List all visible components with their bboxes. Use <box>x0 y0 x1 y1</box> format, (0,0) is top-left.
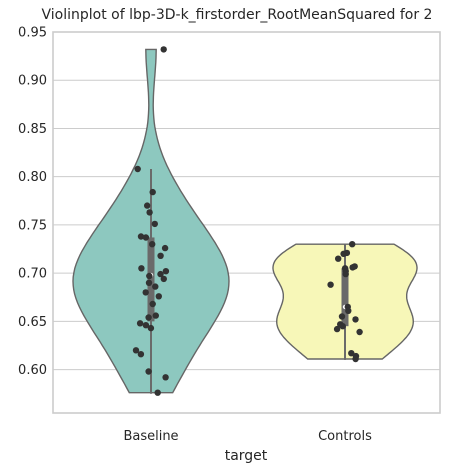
x-axis-label: target <box>225 448 268 464</box>
y-tick-labels: 0.60 0.65 0.70 0.75 0.80 0.85 0.90 0.95 <box>18 26 47 379</box>
data-point <box>147 324 155 332</box>
data-point <box>333 325 341 333</box>
y-tick-label: 0.85 <box>18 122 47 137</box>
data-point <box>137 351 145 358</box>
data-point <box>157 270 164 278</box>
data-point <box>335 255 342 262</box>
data-point <box>146 209 153 216</box>
x-tick-labels: Baseline Controls <box>123 429 372 444</box>
y-tick-label: 0.80 <box>18 170 47 185</box>
data-point <box>160 275 167 283</box>
x-tick-label: Controls <box>318 429 372 444</box>
data-point <box>149 241 156 248</box>
data-point <box>338 313 346 320</box>
data-point <box>132 347 140 354</box>
data-point <box>142 234 150 241</box>
data-point <box>349 241 356 248</box>
y-tick-label: 0.65 <box>18 315 47 330</box>
x-tick-label: Baseline <box>123 429 178 444</box>
y-tick-label: 0.70 <box>18 267 47 282</box>
y-tick-label: 0.90 <box>18 74 47 89</box>
data-point <box>339 323 346 330</box>
data-point <box>152 312 159 319</box>
iqr-box <box>147 237 155 322</box>
data-point <box>345 307 352 314</box>
data-point <box>137 233 145 240</box>
data-point <box>155 293 162 300</box>
data-point <box>142 289 149 296</box>
y-tick-label: 0.60 <box>18 363 47 378</box>
data-point <box>134 165 141 173</box>
data-point <box>146 272 153 280</box>
data-point <box>349 264 356 271</box>
data-point <box>136 320 144 327</box>
data-point <box>327 281 334 288</box>
data-point <box>151 220 158 228</box>
data-point <box>145 314 152 321</box>
data-point <box>160 46 167 53</box>
data-point <box>157 252 164 259</box>
data-point <box>145 368 152 375</box>
data-point <box>162 268 170 275</box>
data-point <box>340 250 347 257</box>
data-point <box>352 355 359 363</box>
data-point <box>162 374 169 381</box>
data-point <box>138 265 145 272</box>
data-point <box>154 389 161 396</box>
data-point <box>152 283 159 290</box>
data-point <box>342 270 349 278</box>
iqr-box <box>341 268 349 327</box>
y-tick-label: 0.95 <box>18 26 47 41</box>
data-point <box>149 188 156 196</box>
violins <box>72 48 418 394</box>
data-points <box>132 46 363 396</box>
data-point <box>161 244 169 252</box>
data-point <box>348 350 355 357</box>
plot-frame <box>52 31 441 414</box>
y-tick-label: 0.75 <box>18 218 47 233</box>
data-point <box>352 316 359 323</box>
data-point <box>142 322 150 329</box>
data-point <box>149 300 156 308</box>
data-point <box>144 202 151 209</box>
data-point <box>356 328 363 336</box>
data-point <box>145 279 153 286</box>
chart-title: Violinplot of lbp-3D-k_firstorder_RootMe… <box>42 7 433 23</box>
